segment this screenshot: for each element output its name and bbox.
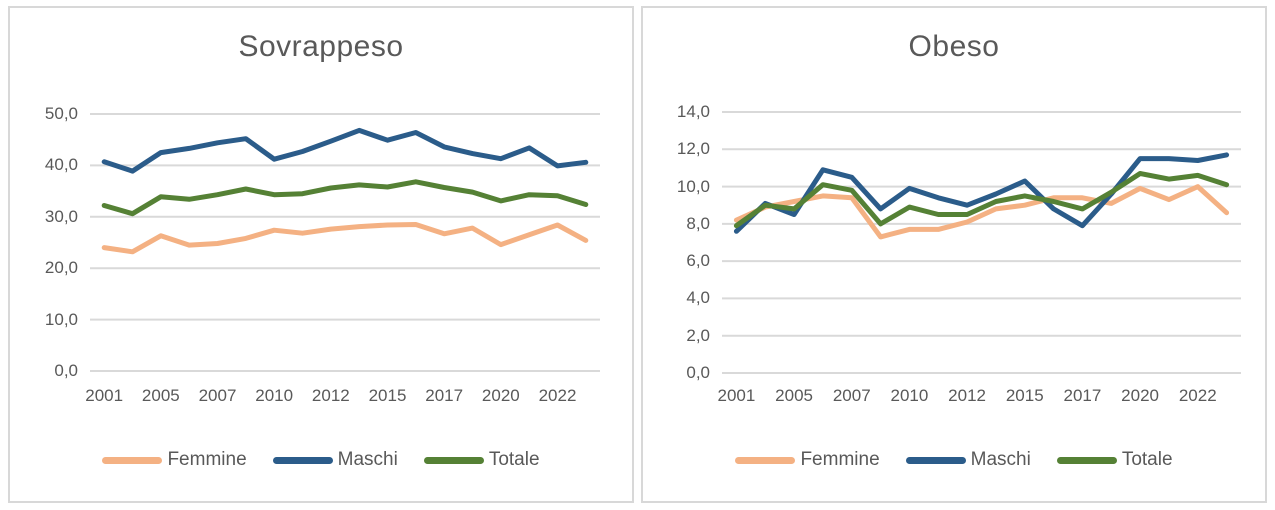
- x-axis-tick-label: 2015: [1005, 386, 1044, 405]
- x-axis-tick-label: 2020: [481, 386, 520, 405]
- legend-item-femmine: Femmine: [102, 449, 247, 471]
- y-axis-tick-label: 20,0: [44, 258, 78, 278]
- legend-swatch-maschi: [905, 456, 966, 464]
- x-axis-tick-label: 2010: [255, 386, 294, 405]
- legend-swatch-totale: [1056, 456, 1117, 464]
- y-axis-tick-label: 2,0: [686, 325, 710, 345]
- y-axis-tick-label: 10,0: [44, 309, 78, 329]
- legend-item-totale: Totale: [1056, 449, 1173, 471]
- x-axis-tick-label: 2007: [832, 386, 871, 405]
- chart-panel-sovrappeso: Sovrappeso Femmine Maschi Totale 0,0 10,0 20…: [8, 6, 634, 503]
- x-axis-tick-label: 2017: [1063, 386, 1102, 405]
- y-axis-tick-label: 12,0: [676, 139, 710, 159]
- chart-panel-obeso: Obeso Femmine Maschi Totale 0,0 2,0 4,0 6,0 8,…: [641, 6, 1267, 503]
- series-line-totale: [733, 171, 1230, 229]
- legend-item-totale: Totale: [423, 449, 540, 471]
- series-line-totale: [101, 179, 589, 217]
- y-axis-tick-label: 10,0: [676, 176, 710, 196]
- legend-swatch-femmine: [735, 456, 796, 464]
- legend-label: Femmine: [167, 449, 247, 470]
- x-axis-tick-label: 2012: [311, 386, 350, 405]
- x-axis-tick-label: 2001: [85, 386, 124, 405]
- obeso-plot-area: [722, 111, 1241, 374]
- x-axis-tick-label: 2010: [890, 386, 929, 405]
- sovrappeso-gridlines: [90, 113, 600, 372]
- y-axis-tick-label: 0,0: [686, 363, 710, 382]
- y-axis-tick-label: 14,0: [676, 102, 710, 121]
- x-axis-tick-label: 2022: [1178, 386, 1217, 405]
- legend-label: Femmine: [800, 449, 880, 470]
- legend-item-maschi: Maschi: [272, 449, 398, 471]
- series-line-femmine: [101, 222, 589, 255]
- x-axis-tick-label: 2005: [775, 386, 813, 405]
- legend-label: Totale: [1121, 449, 1173, 470]
- chart-title-sovrappeso: Sovrappeso: [238, 30, 404, 63]
- x-axis-tick-label: 2001: [717, 386, 756, 405]
- x-axis-tick-label: 2015: [368, 386, 407, 405]
- x-axis-tick-label: 2012: [948, 386, 986, 405]
- x-axis-tick-label: 2005: [141, 386, 180, 405]
- y-axis-tick-label: 30,0: [44, 206, 78, 226]
- sovrappeso-plot-area: [90, 113, 600, 372]
- sovrappeso-legend: Femmine Maschi Totale: [10, 449, 632, 471]
- series-line-maschi: [733, 152, 1230, 234]
- legend-swatch-femmine: [102, 456, 163, 464]
- obeso-gridlines: [722, 111, 1241, 374]
- legend-label: Maschi: [337, 449, 398, 470]
- legend-item-femmine: Femmine: [735, 449, 880, 471]
- y-axis-tick-label: 50,0: [44, 104, 78, 123]
- obeso-legend: Femmine Maschi Totale: [643, 449, 1265, 471]
- x-axis-tick-label: 2022: [538, 386, 577, 405]
- series-line-maschi: [101, 127, 589, 174]
- x-axis-tick-label: 2017: [425, 386, 464, 405]
- x-axis-tick-label: 2007: [198, 386, 237, 405]
- chart-title-obeso: Obeso: [908, 30, 1000, 63]
- y-axis-tick-label: 4,0: [686, 288, 710, 308]
- legend-label: Maschi: [970, 449, 1031, 470]
- legend-swatch-totale: [423, 456, 484, 464]
- y-axis-tick-label: 6,0: [686, 251, 710, 271]
- legend-item-maschi: Maschi: [905, 449, 1031, 471]
- series-line-femmine: [733, 184, 1230, 240]
- y-axis-tick-label: 0,0: [54, 361, 78, 380]
- legend-label: Totale: [488, 449, 540, 470]
- y-axis-tick-label: 40,0: [44, 155, 78, 175]
- legend-swatch-maschi: [272, 456, 333, 464]
- x-axis-tick-label: 2020: [1121, 386, 1159, 405]
- y-axis-tick-label: 8,0: [686, 213, 710, 233]
